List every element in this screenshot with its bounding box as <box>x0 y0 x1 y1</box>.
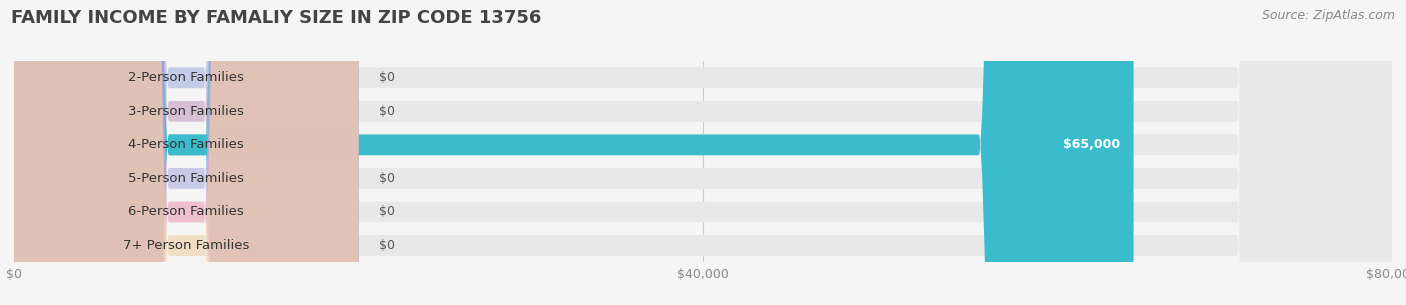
FancyBboxPatch shape <box>14 0 1392 305</box>
Text: $0: $0 <box>380 239 395 252</box>
Text: 6-Person Families: 6-Person Families <box>128 206 245 218</box>
Text: $0: $0 <box>380 172 395 185</box>
Text: 7+ Person Families: 7+ Person Families <box>124 239 249 252</box>
Text: $0: $0 <box>380 105 395 118</box>
FancyBboxPatch shape <box>14 0 1392 305</box>
FancyBboxPatch shape <box>14 0 359 305</box>
FancyBboxPatch shape <box>14 0 359 305</box>
Text: 2-Person Families: 2-Person Families <box>128 71 245 84</box>
Text: FAMILY INCOME BY FAMALIY SIZE IN ZIP CODE 13756: FAMILY INCOME BY FAMALIY SIZE IN ZIP COD… <box>11 9 541 27</box>
FancyBboxPatch shape <box>14 0 1392 305</box>
FancyBboxPatch shape <box>14 0 1133 305</box>
Text: Source: ZipAtlas.com: Source: ZipAtlas.com <box>1261 9 1395 22</box>
FancyBboxPatch shape <box>14 0 359 305</box>
Text: 3-Person Families: 3-Person Families <box>128 105 245 118</box>
Text: 4-Person Families: 4-Person Families <box>128 138 245 151</box>
FancyBboxPatch shape <box>14 0 1392 305</box>
Text: $0: $0 <box>380 206 395 218</box>
Text: $65,000: $65,000 <box>1063 138 1119 151</box>
FancyBboxPatch shape <box>14 0 359 305</box>
FancyBboxPatch shape <box>14 0 359 305</box>
FancyBboxPatch shape <box>14 0 359 305</box>
Text: 5-Person Families: 5-Person Families <box>128 172 245 185</box>
FancyBboxPatch shape <box>14 0 1392 305</box>
Text: $0: $0 <box>380 71 395 84</box>
FancyBboxPatch shape <box>14 0 1392 305</box>
